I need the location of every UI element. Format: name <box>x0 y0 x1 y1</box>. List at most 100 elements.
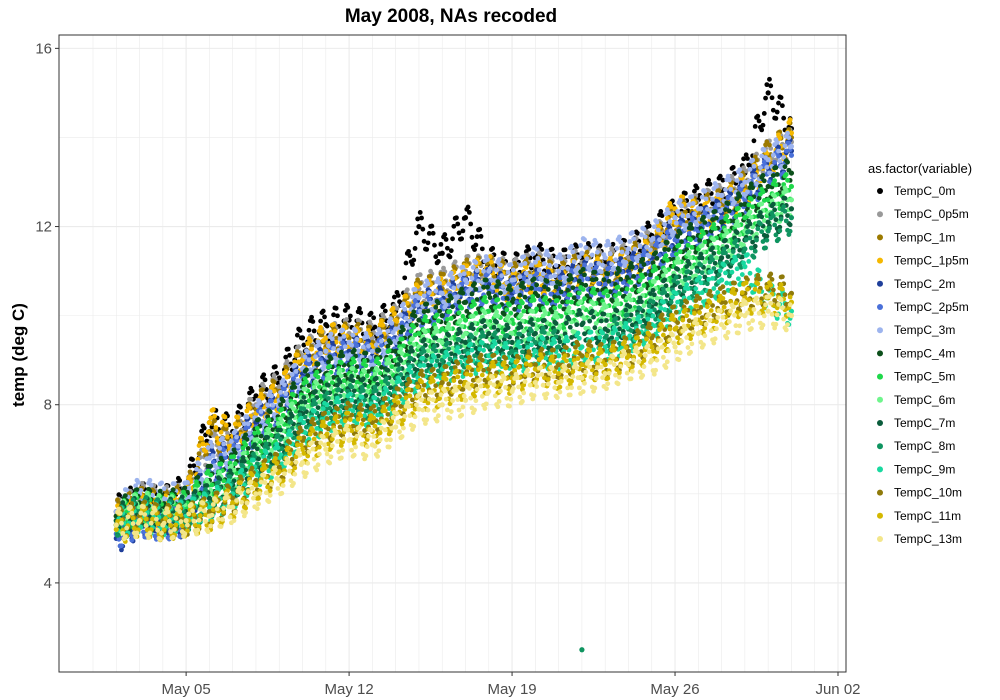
data-point <box>412 246 418 251</box>
data-point <box>331 346 336 351</box>
data-point <box>394 305 400 311</box>
data-point <box>305 349 311 355</box>
data-point <box>582 272 587 278</box>
data-point <box>391 294 397 300</box>
data-point <box>569 299 574 305</box>
data-point <box>595 256 600 261</box>
data-point <box>689 244 695 250</box>
data-point <box>284 359 290 364</box>
data-point <box>390 305 396 311</box>
data-point <box>534 246 540 252</box>
data-point <box>314 381 320 387</box>
data-point <box>375 356 380 362</box>
data-point <box>680 213 686 219</box>
data-point <box>256 429 261 435</box>
data-point <box>379 338 384 344</box>
data-point <box>366 343 371 349</box>
data-point <box>473 242 479 248</box>
data-point <box>750 185 756 191</box>
data-point <box>389 320 395 326</box>
data-point <box>222 451 228 457</box>
data-point <box>292 362 298 368</box>
data-point <box>222 414 228 420</box>
data-point <box>625 246 632 252</box>
data-point <box>558 289 564 295</box>
data-point <box>225 434 230 440</box>
data-point <box>338 373 344 379</box>
data-point <box>424 301 430 307</box>
data-point <box>637 267 643 273</box>
data-point <box>258 409 264 414</box>
data-point <box>685 213 691 219</box>
data-point <box>283 369 289 374</box>
data-point <box>558 256 564 262</box>
data-point <box>557 281 563 287</box>
data-point <box>728 186 734 192</box>
data-point <box>416 330 422 337</box>
data-point <box>726 177 732 183</box>
data-point <box>689 194 695 200</box>
data-point <box>364 373 370 379</box>
data-point <box>653 267 659 272</box>
data-point <box>785 159 790 165</box>
data-point <box>748 196 754 202</box>
data-point <box>677 249 683 255</box>
data-point <box>657 237 662 243</box>
data-point <box>584 249 590 255</box>
data-point <box>271 379 277 385</box>
data-point <box>276 375 282 381</box>
data-point <box>304 379 309 385</box>
data-point <box>196 461 202 467</box>
data-point <box>468 221 474 227</box>
data-point <box>318 325 324 330</box>
data-point <box>354 343 360 349</box>
data-point <box>435 300 441 306</box>
data-point <box>247 405 252 411</box>
data-point <box>712 208 718 214</box>
data-point <box>460 290 466 296</box>
data-point <box>629 287 635 293</box>
data-point <box>692 211 697 217</box>
data-point <box>592 290 598 296</box>
data-point <box>420 226 426 232</box>
data-point <box>122 493 128 499</box>
data-point <box>765 157 771 163</box>
data-point <box>254 437 260 442</box>
data-point <box>580 266 586 272</box>
data-point <box>783 172 789 177</box>
data-point <box>470 265 476 270</box>
data-point <box>373 342 379 348</box>
data-point <box>395 293 401 298</box>
data-point <box>267 389 273 395</box>
data-point <box>394 319 400 324</box>
data-point <box>730 164 736 170</box>
data-point <box>279 419 285 425</box>
data-point <box>448 315 454 321</box>
data-point <box>447 254 453 260</box>
data-point <box>257 400 263 406</box>
data-point <box>701 214 706 220</box>
data-point <box>472 281 477 287</box>
data-point <box>787 117 793 123</box>
data-point <box>456 230 462 236</box>
data-point <box>391 311 397 317</box>
data-point <box>654 219 660 225</box>
data-point <box>304 367 309 373</box>
data-point <box>435 258 441 264</box>
data-point <box>322 314 327 320</box>
data-point <box>536 286 542 292</box>
data-point <box>494 267 499 273</box>
data-point <box>455 294 461 300</box>
data-point <box>147 477 153 483</box>
data-point <box>206 419 213 426</box>
data-point <box>759 127 765 133</box>
data-point <box>760 169 766 175</box>
data-point <box>357 306 362 311</box>
data-point <box>565 287 571 293</box>
data-point <box>208 439 214 445</box>
data-point <box>650 235 656 241</box>
data-point <box>241 450 247 456</box>
data-point <box>210 453 216 459</box>
data-point <box>562 247 568 253</box>
data-point <box>454 215 459 221</box>
